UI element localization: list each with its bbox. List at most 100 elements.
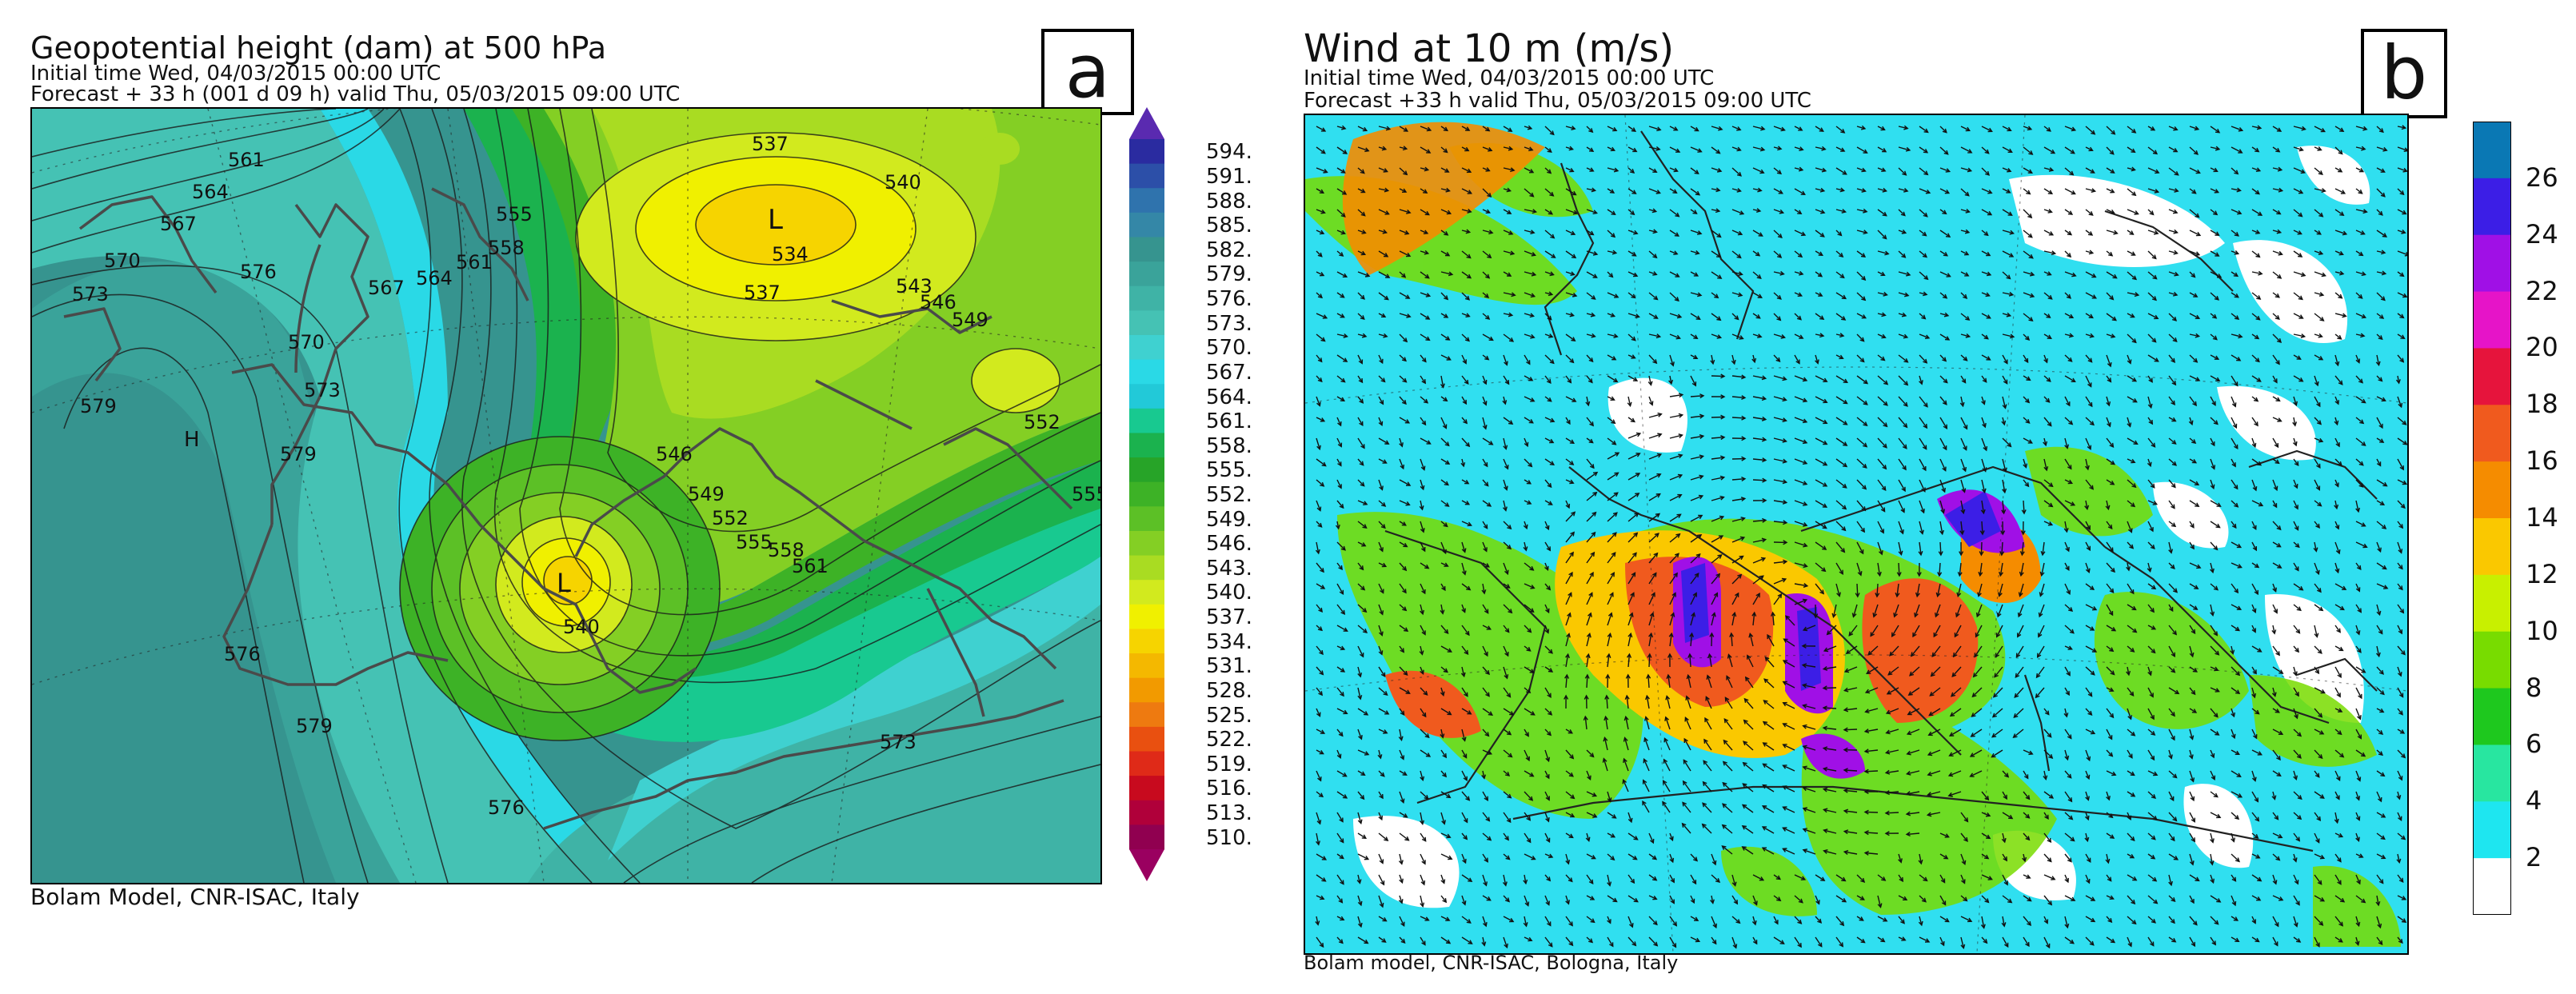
wind-arrow xyxy=(2019,583,2024,597)
wind-arrow xyxy=(1669,593,1676,605)
wind-arrow-head xyxy=(2319,317,2325,321)
wind-arrow-head xyxy=(2129,544,2135,549)
wind-arrow xyxy=(1336,708,1348,714)
wind-arrow-head xyxy=(1446,356,1452,361)
wind-arrow xyxy=(1623,780,1629,792)
wind-arrow xyxy=(2189,832,2195,842)
wind-arrow xyxy=(1993,687,2003,698)
wind-arrow xyxy=(2376,167,2385,173)
wind-arrow xyxy=(1752,250,1760,257)
wind-arrow-head xyxy=(1801,663,1807,669)
wind-arrow xyxy=(1919,230,1927,237)
wind-arrow xyxy=(1440,708,1452,716)
wind-arrow xyxy=(2355,791,2360,800)
wind-arrow xyxy=(2293,271,2306,277)
wind-arrow xyxy=(2231,437,2239,449)
wind-arrow-head xyxy=(1524,732,1529,737)
wind-arrow xyxy=(1482,749,1492,755)
wind-arrow xyxy=(1803,808,1816,813)
wind-arrow-head xyxy=(1378,815,1383,821)
wind-arrow-head xyxy=(2068,420,2074,425)
wind-arrow-head xyxy=(1362,608,1368,613)
wind-arrow-head xyxy=(2334,504,2339,510)
wind-arrow-head xyxy=(2361,898,2366,904)
wind-arrow-head xyxy=(2294,525,2299,531)
wind-arrow-head xyxy=(1468,940,1473,944)
wind-arrow-head xyxy=(2361,441,2366,446)
wind-arrow-head xyxy=(2254,709,2260,715)
wind-arrow xyxy=(1524,250,1536,256)
wind-arrow xyxy=(2147,500,2157,505)
wind-arrow xyxy=(2106,645,2114,652)
wind-arrow-head xyxy=(2236,357,2242,361)
wind-arrow xyxy=(1336,500,1344,509)
wind-arrow-head xyxy=(1782,848,1787,852)
wind-arrow-head xyxy=(1923,212,1928,218)
wind-arrow xyxy=(1981,916,1985,928)
wind-arrow-head xyxy=(2110,480,2115,485)
wind-arrow-head xyxy=(1421,940,1426,946)
wind-arrow-head xyxy=(2320,128,2326,133)
wind-arrow-head xyxy=(1935,612,1939,618)
wind-arrow-head xyxy=(1748,632,1754,638)
wind-arrow-head xyxy=(1633,230,1639,235)
wind-arrow xyxy=(1711,895,1714,904)
wind-arrow-head xyxy=(1506,272,1512,277)
wind-arrow xyxy=(2189,916,2198,925)
wind-arrow-head xyxy=(1423,230,1429,234)
wind-arrow xyxy=(2043,354,2048,363)
wind-arrow xyxy=(1894,604,1899,617)
wind-arrow xyxy=(1420,146,1431,154)
wind-arrow xyxy=(1482,271,1490,279)
contour-label: 540 xyxy=(563,616,600,638)
wind-arrow xyxy=(2272,479,2278,490)
wind-arrow xyxy=(2023,895,2031,902)
wind-arrow-head xyxy=(1673,572,1678,577)
wind-arrow xyxy=(1378,645,1383,655)
wind-arrow-head xyxy=(1782,681,1787,686)
wind-arrow xyxy=(2013,708,2024,718)
wind-arrow-head xyxy=(2278,896,2284,901)
wind-arrow xyxy=(2210,333,2218,341)
wind-arrow-head xyxy=(1736,188,1742,193)
wind-arrow-head xyxy=(1901,230,1907,234)
wind-arrow xyxy=(1420,167,1428,171)
wind-arrow-head xyxy=(2131,275,2138,281)
wind-arrow xyxy=(1773,500,1787,504)
wind-arrow xyxy=(1565,613,1571,626)
wind-arrow-head xyxy=(1547,148,1552,153)
wind-arrow-head xyxy=(1675,533,1681,538)
wind-arrow-head xyxy=(1903,401,1908,407)
wind-arrow-head xyxy=(1882,234,1887,240)
wind-arrow-head xyxy=(2189,735,2195,741)
wind-arrow-head xyxy=(1949,712,1955,717)
wind-arrow-head xyxy=(1523,546,1528,552)
wind-arrow-head xyxy=(1464,480,1470,485)
wind-arrow xyxy=(1544,874,1551,881)
wind-arrow xyxy=(2106,874,2112,882)
wind-arrow-head xyxy=(1986,314,1991,319)
wind-arrow-head xyxy=(1425,293,1432,297)
wind-arrow xyxy=(2376,749,2383,756)
wind-arrow xyxy=(1565,770,1574,777)
wind-arrow xyxy=(1503,271,1512,277)
wind-arrow-head xyxy=(2277,338,2282,344)
wind-arrow-head xyxy=(2274,459,2280,465)
wind-arrow xyxy=(2293,292,2303,300)
wind-arrow-head xyxy=(1487,253,1492,259)
wind-arrow-head xyxy=(2276,542,2282,548)
wind-arrow-head xyxy=(2403,147,2407,152)
wind-arrow xyxy=(2043,895,2052,905)
wind-arrow xyxy=(1835,250,1843,257)
wind-arrow xyxy=(1440,209,1451,214)
wind-arrow-head xyxy=(1382,916,1388,922)
wind-arrow-head xyxy=(1591,295,1596,300)
wind-arrow-head xyxy=(2300,333,2306,338)
colorbar-a-label: 576. xyxy=(1206,287,1252,312)
wind-arrow-head xyxy=(1891,632,1896,637)
wind-arrow xyxy=(2334,521,2339,529)
wind-arrow-head xyxy=(1424,564,1430,569)
wind-arrow-head xyxy=(1510,167,1516,173)
wind-arrow-head xyxy=(1905,770,1911,776)
wind-arrow-head xyxy=(1423,189,1428,194)
